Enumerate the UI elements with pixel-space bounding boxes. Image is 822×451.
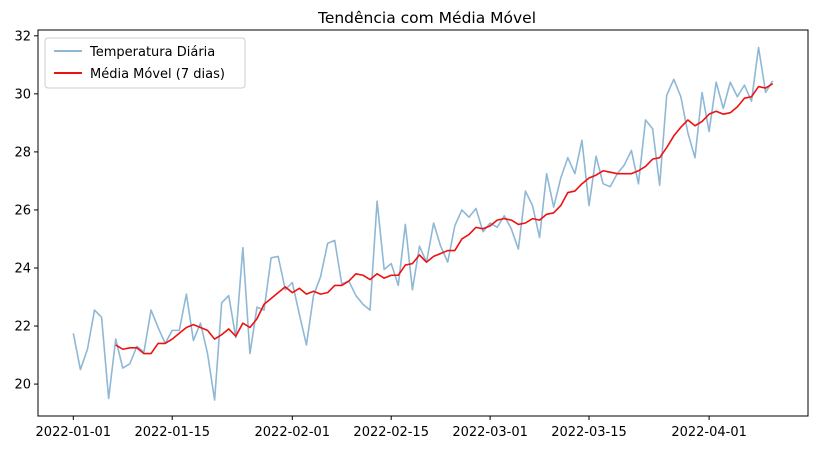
chart-title: Tendência com Média Móvel [317, 9, 536, 27]
legend: Temperatura Diária Média Móvel (7 dias) [44, 37, 246, 89]
plot-frame [37, 29, 809, 417]
y-tick-label: 24 [14, 261, 31, 276]
y-tick-label: 26 [14, 203, 31, 218]
legend-label-daily: Temperatura Diária [89, 45, 215, 60]
plot-area: 20 22 24 26 28 30 32 2022-01-01 2022-01-15 2022-0… [14, 29, 809, 440]
legend-box [44, 37, 246, 89]
x-tick-label: 2022-01-01 [36, 425, 112, 440]
legend-label-moving-average: Média Móvel (7 dias) [90, 67, 225, 82]
x-tick-label: 2022-04-01 [671, 425, 747, 440]
series-line-daily [72, 46, 774, 401]
y-tick-label: 22 [14, 320, 31, 335]
x-tick-label: 2022-03-01 [452, 425, 528, 440]
y-tick-label: 20 [14, 378, 31, 393]
x-tick-label: 2022-03-15 [551, 425, 627, 440]
x-tick-label: 2022-02-15 [353, 425, 429, 440]
y-tick-label: 28 [14, 145, 31, 160]
series-line-moving-average [115, 83, 774, 355]
x-tick-label: 2022-02-01 [255, 425, 331, 440]
x-tick-label: 2022-01-15 [134, 425, 210, 440]
y-tick-label: 32 [14, 29, 31, 44]
y-tick-label: 30 [14, 87, 31, 102]
